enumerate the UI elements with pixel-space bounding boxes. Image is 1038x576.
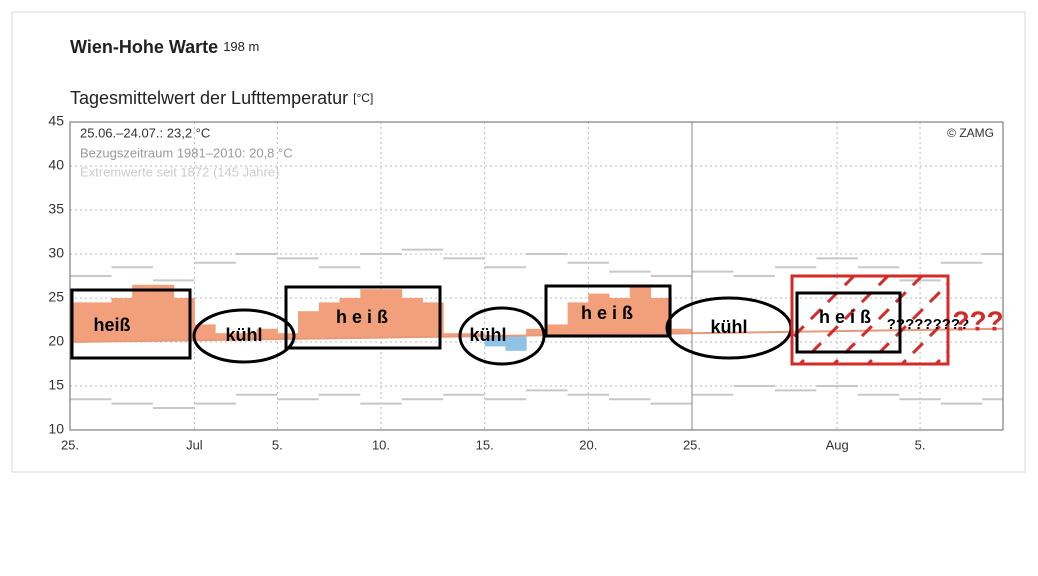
bar [629,284,652,334]
bar [526,328,548,336]
annotation-label: ??? [952,305,1003,336]
station: Wien-Hohe Warte 198 m [70,37,259,57]
bar [277,333,299,339]
y-tick-label: 45 [48,113,64,129]
normal-line [69,327,1004,343]
x-tick-label: 5. [915,437,926,452]
bar [318,302,341,339]
x-tick-label: 10. [372,437,390,452]
annotation-box [284,285,442,350]
x-tick-label: 25. [61,437,79,452]
bar [235,333,258,340]
y-tick-label: 15 [48,377,64,393]
x-tick-label: Jul [186,437,203,452]
bar [381,289,403,338]
credit: © ZAMG [947,126,994,140]
annotation-label: h e i ß [819,307,871,327]
note: 25.06.–24.07.: 23,2 °C [80,125,210,140]
bar [505,335,527,351]
note: Extremwerte seit 1872 (145 Jahre) [80,164,279,179]
bar [339,298,361,339]
x-tick-label: 5. [272,437,283,452]
annotation-label: heiß [93,315,130,335]
bar [111,298,133,342]
bar [671,328,693,334]
annotation-box [795,291,902,354]
bar [443,333,465,337]
bar [90,302,112,342]
y-tick-label: 25 [48,289,64,305]
annotation-label: kühl [710,317,747,337]
bar [298,311,320,339]
bar [194,324,216,341]
y-tick-label: 35 [48,201,64,217]
bar [152,284,175,341]
y-tick-label: 30 [48,245,64,261]
plot-frame [69,121,1004,431]
bar [360,289,382,338]
bar [422,302,444,337]
y-tick-label: 20 [48,333,64,349]
annotation-label: h e i ß [336,307,388,327]
annotation-box [70,288,192,360]
x-tick-label: 20. [579,437,597,452]
x-tick-label: Aug [826,437,849,452]
bar [256,328,278,340]
note: Bezugszeitraum 1981–2010: 20,8 °C [80,145,293,160]
annotation-ellipse [458,306,546,366]
annotation-label: kühl [469,325,506,345]
annotation-ellipse [192,308,296,364]
chart-title: Tagesmittelwert der Lufttemperatur [°C] [70,88,373,108]
bar [132,284,154,341]
bar [215,333,237,340]
bar [609,298,631,335]
y-tick-label: 10 [48,421,64,437]
bar [173,298,195,341]
annotation-label: kühl [225,325,262,345]
y-tick-label: 40 [48,157,64,173]
annotation-box [544,284,672,338]
x-tick-label: 15. [476,437,494,452]
bar [484,335,506,347]
x-tick-label: 25. [683,437,701,452]
bar [567,302,589,335]
bar [70,302,92,342]
bar [546,324,569,336]
bar [463,333,486,337]
bar [588,293,610,335]
bar [401,298,423,338]
annotation-label: ????????? [887,316,969,333]
annotation-label: h e i ß [581,303,633,323]
